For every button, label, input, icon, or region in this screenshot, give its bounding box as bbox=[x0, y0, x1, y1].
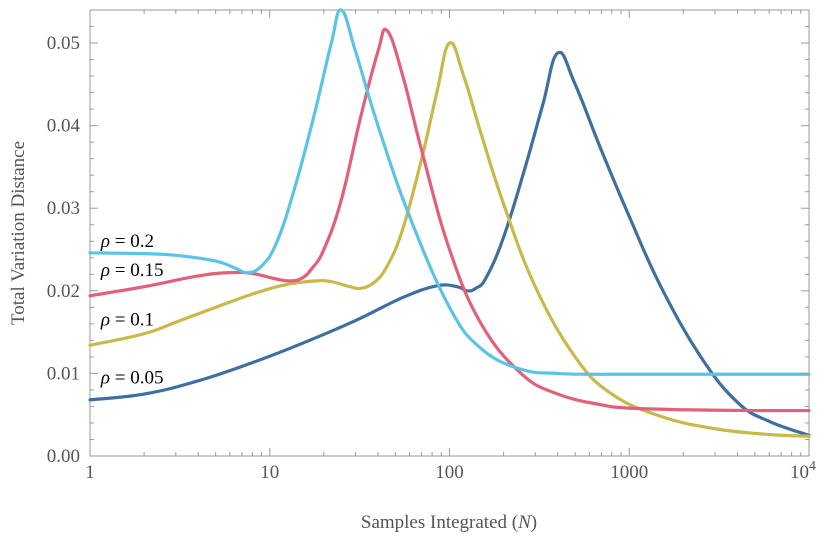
x-tick-label: 10 bbox=[260, 462, 279, 483]
series-label-rho-0.2: ρ = 0.2 bbox=[100, 231, 154, 252]
plot-frame bbox=[89, 9, 810, 457]
series-curves bbox=[88, 8, 811, 438]
y-tick-label: 0.03 bbox=[47, 198, 80, 219]
series-line-rho-0.15 bbox=[88, 27, 811, 413]
series-line-rho-0.05 bbox=[88, 50, 811, 437]
y-tick-label: 0.02 bbox=[47, 281, 80, 302]
series-labels: ρ = 0.05 ρ = 0.1 ρ = 0.15 ρ = 0.2 bbox=[100, 231, 164, 388]
y-axis-ticks: 0.00 0.01 0.02 0.03 0.04 0.05 bbox=[47, 9, 809, 467]
x-tick-label: 1000 bbox=[610, 462, 648, 483]
x-axis-ticks: 1 10 100 1000 104 bbox=[85, 10, 816, 483]
y-tick-label: 0.05 bbox=[47, 33, 80, 54]
series-label-rho-0.1: ρ = 0.1 bbox=[100, 310, 154, 331]
series-label-rho-0.05: ρ = 0.05 bbox=[100, 367, 164, 388]
y-tick-label: 0.01 bbox=[47, 363, 80, 384]
x-axis-title: Samples Integrated (N) bbox=[361, 512, 537, 533]
x-tick-label: 100 bbox=[435, 462, 464, 483]
y-tick-label: 0.00 bbox=[47, 446, 80, 467]
series-line-rho-0.1 bbox=[88, 41, 811, 438]
series-label-rho-0.15: ρ = 0.15 bbox=[100, 260, 164, 281]
series-line-rho-0.2 bbox=[88, 8, 811, 376]
x-tick-label: 1 bbox=[85, 462, 95, 483]
y-axis-title: Total Variation Distance bbox=[8, 141, 29, 325]
y-tick-label: 0.04 bbox=[47, 116, 81, 137]
x-tick-label: 104 bbox=[790, 459, 816, 483]
